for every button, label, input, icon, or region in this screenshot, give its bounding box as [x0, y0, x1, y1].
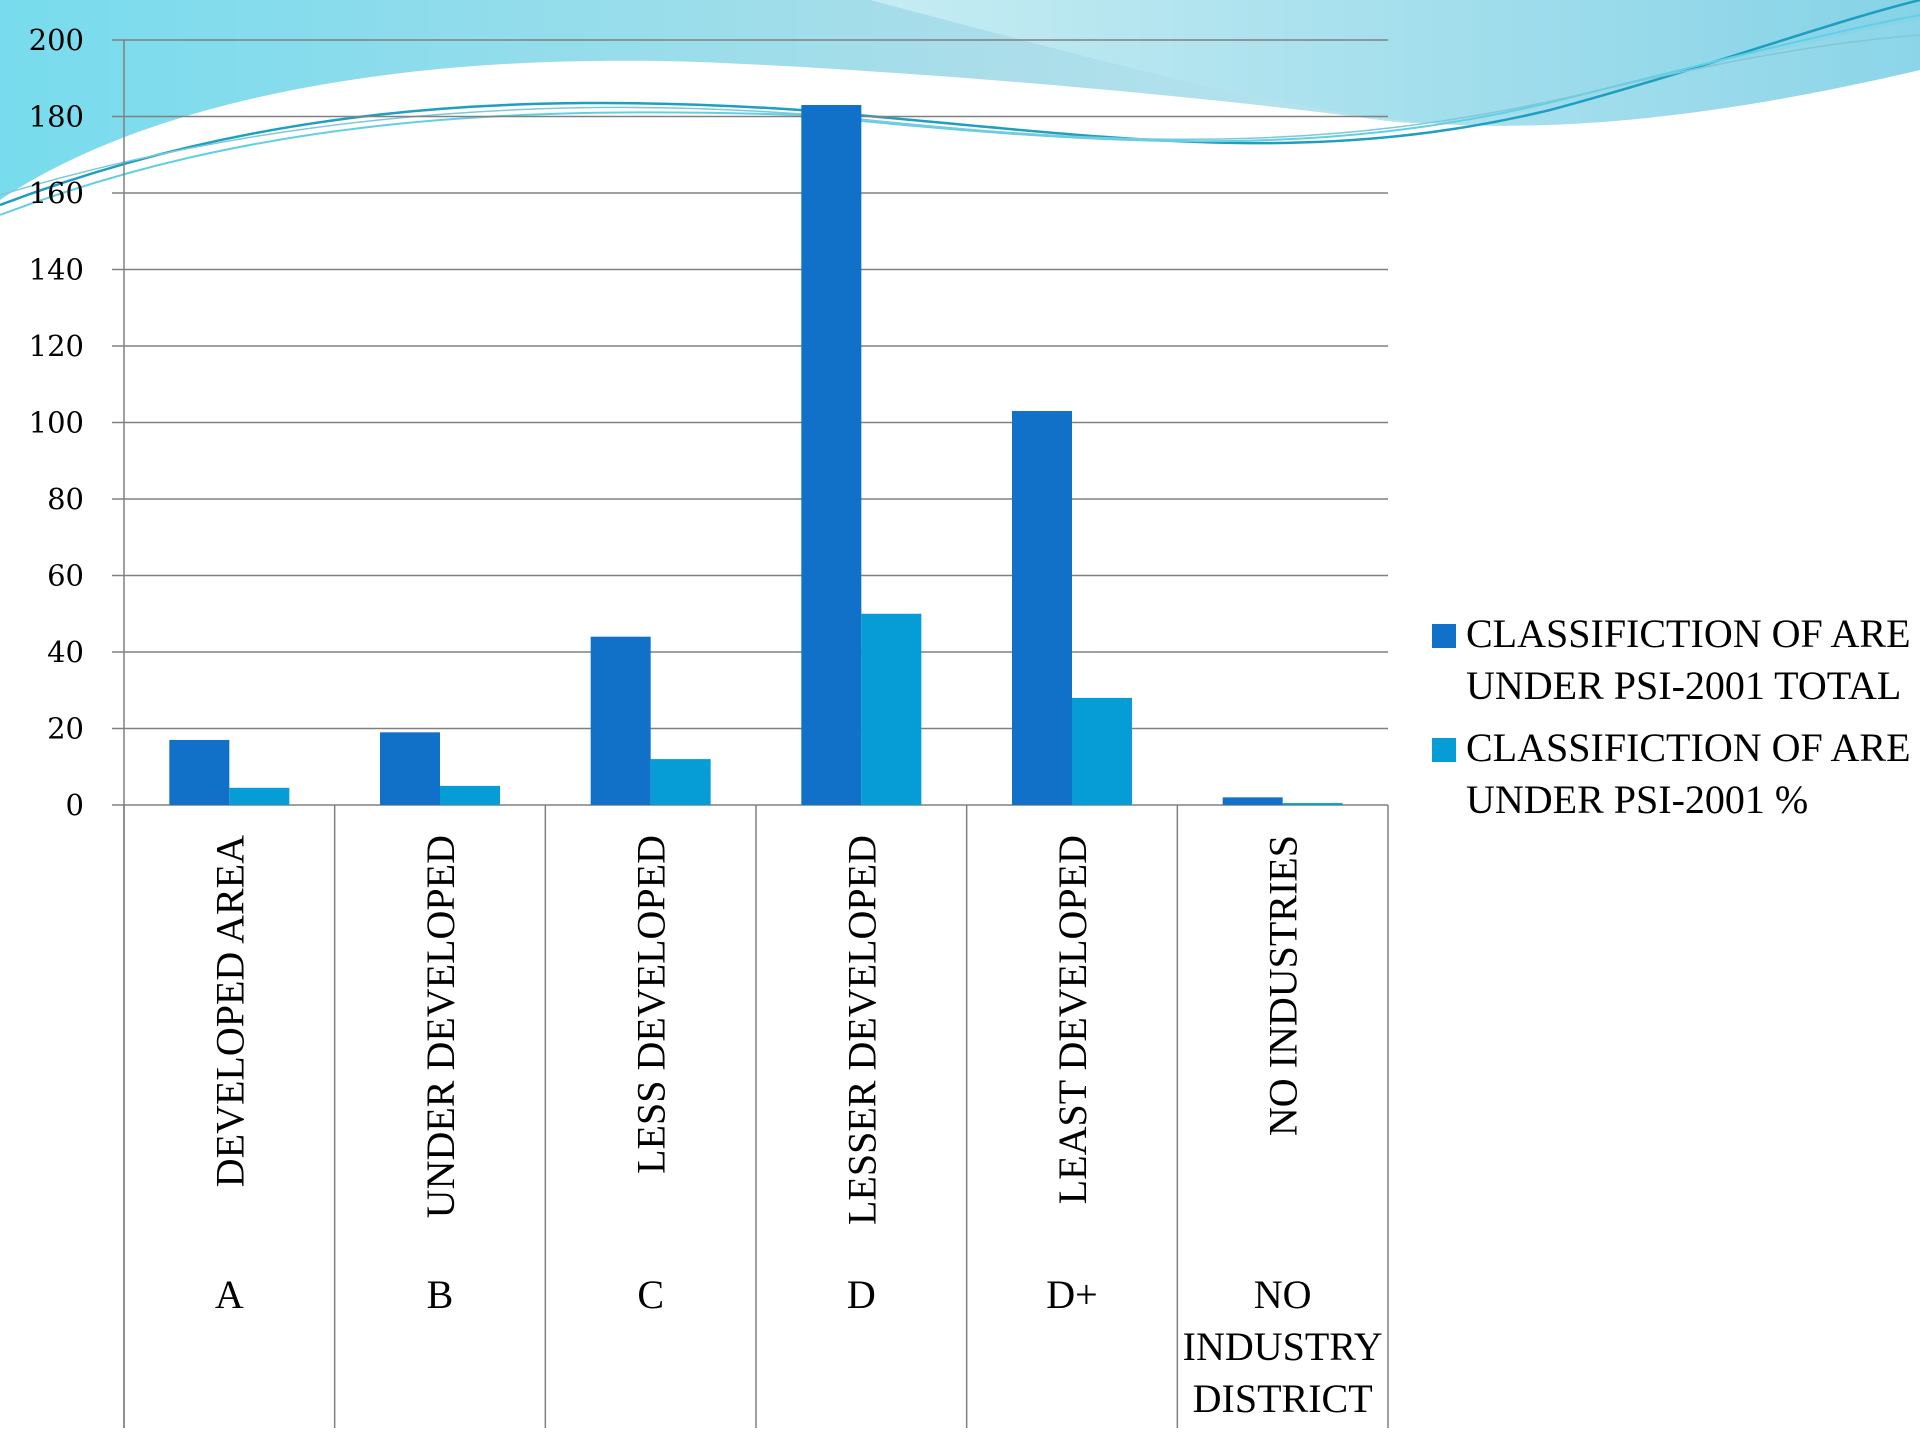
- category-code-0-0: A: [215, 1272, 244, 1317]
- category-code-5-1: INDUSTRY: [1183, 1324, 1383, 1369]
- bar-total-2: [590, 636, 651, 805]
- category-label-3: LESSER DEVELOPED: [839, 835, 884, 1225]
- y-tick-label-140: 140: [29, 253, 84, 287]
- bar-percent-4: [1072, 697, 1132, 805]
- bar-total-5: [1222, 797, 1283, 805]
- y-axis-ticks: 0 20 40 60 80 100 120 140 160 180 200: [29, 23, 84, 822]
- category-code-5-0: NO: [1254, 1272, 1312, 1317]
- bar-percent-1: [440, 785, 500, 805]
- legend-label-total-line-1: CLASSIFICTION OF ARE: [1466, 611, 1911, 656]
- category-code-4-0: D+: [1046, 1272, 1097, 1317]
- wave-shape-right: [870, 0, 1920, 126]
- bar-total-4: [1012, 411, 1072, 805]
- x-axis-labels: DEVELOPED AREA A UNDER DEVELOPED B LESS DEVE…: [207, 835, 1382, 1421]
- axes: [123, 40, 1389, 1428]
- legend-item-percent: CLASSIFICTION OF ARE UNDER PSI-2001 %: [1432, 722, 1920, 826]
- category-code-1-0: B: [427, 1272, 454, 1317]
- y-tick-label-80: 80: [47, 482, 84, 516]
- bars: [169, 105, 1343, 805]
- y-tick-label-40: 40: [47, 635, 84, 669]
- category-label-0: DEVELOPED AREA: [207, 835, 252, 1187]
- legend-label-total: CLASSIFICTION OF ARE UNDER PSI-2001 TOTA…: [1466, 608, 1911, 712]
- legend-label-percent: CLASSIFICTION OF ARE UNDER PSI-2001 %: [1466, 722, 1911, 826]
- bar-percent-3: [861, 613, 922, 805]
- y-tick-label-100: 100: [29, 406, 84, 440]
- category-code-3-0: D: [847, 1272, 876, 1317]
- y-tick-label-60: 60: [47, 559, 84, 593]
- legend: CLASSIFICTION OF ARE UNDER PSI-2001 TOTA…: [1432, 608, 1920, 836]
- legend-label-percent-line-2: UNDER PSI-2001 %: [1466, 777, 1809, 822]
- bar-percent-0: [229, 787, 290, 805]
- legend-label-percent-line-1: CLASSIFICTION OF ARE: [1466, 725, 1911, 770]
- bar-percent-2: [650, 759, 711, 805]
- grid-lines: [112, 39, 1388, 806]
- category-code-2-0: C: [637, 1272, 664, 1317]
- category-code-5-2: DISTRICT: [1193, 1376, 1373, 1421]
- legend-item-total: CLASSIFICTION OF ARE UNDER PSI-2001 TOTA…: [1432, 608, 1920, 712]
- category-label-4: LEAST DEVELOPED: [1050, 835, 1095, 1204]
- category-label-1: UNDER DEVELOPED: [418, 835, 463, 1218]
- y-tick-label-160: 160: [29, 176, 84, 210]
- legend-label-total-line-2: UNDER PSI-2001 TOTAL: [1466, 663, 1902, 708]
- category-label-5: NO INDUSTRIES: [1261, 835, 1306, 1136]
- wave-line-1: [0, 0, 1920, 207]
- y-tick-label-180: 180: [29, 100, 84, 134]
- legend-swatch-percent: [1432, 738, 1456, 762]
- y-tick-label-20: 20: [47, 712, 84, 746]
- y-tick-label-200: 200: [29, 23, 84, 57]
- y-tick-label-0: 0: [66, 788, 84, 822]
- bar-total-3: [801, 105, 862, 805]
- bar-percent-5: [1282, 803, 1343, 805]
- bar-total-0: [169, 739, 230, 805]
- wave-line-3: [0, 34, 1920, 196]
- legend-swatch-total: [1432, 624, 1456, 648]
- y-tick-label-120: 120: [29, 329, 84, 363]
- category-label-2: LESS DEVELOPED: [629, 835, 674, 1174]
- bar-total-1: [380, 732, 440, 805]
- wave-line-2: [0, 14, 1920, 216]
